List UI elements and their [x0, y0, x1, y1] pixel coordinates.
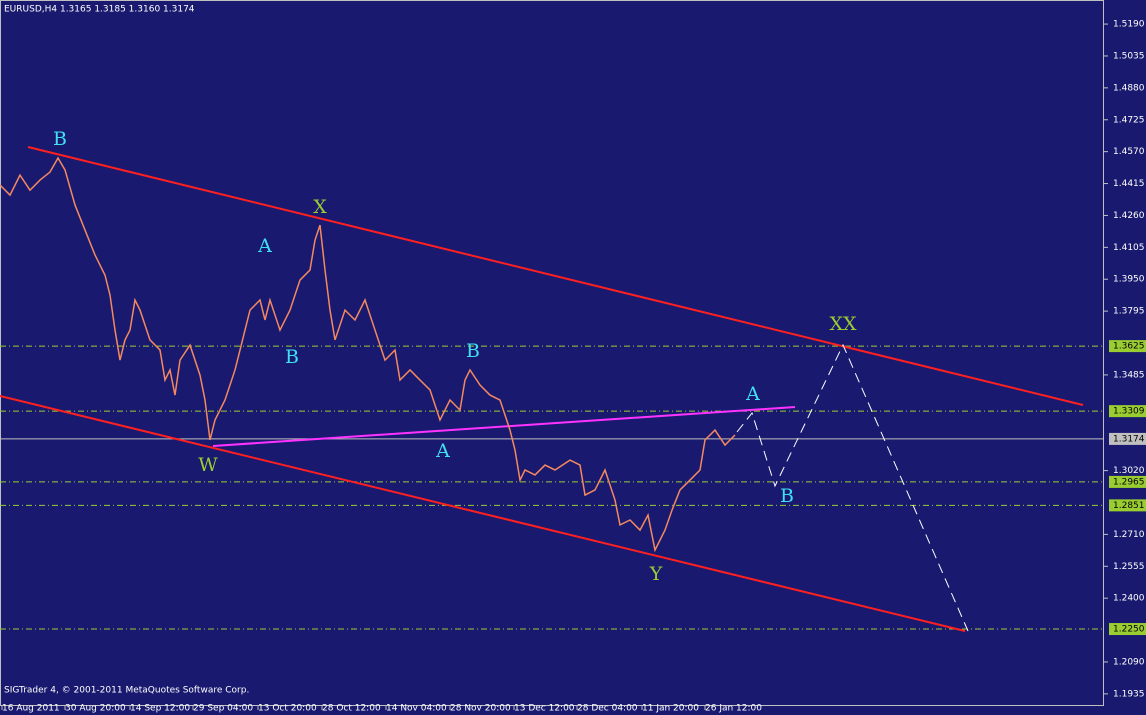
y-tick-label: 1.3795: [1113, 307, 1145, 317]
projection: [736, 343, 969, 632]
y-tick-label: 1.4260: [1113, 211, 1145, 221]
y-tick-label: 1.2710: [1113, 530, 1145, 540]
y-tick-label: 1.2555: [1113, 562, 1145, 572]
wave-label: B: [780, 485, 794, 507]
levels: [0, 345, 1104, 630]
wave-label: W: [198, 454, 218, 476]
footer: SIGTrader 4, © 2001-2011 MetaQuotes Soft…: [4, 686, 249, 696]
x-tick-label: 13 Oct 20:00: [258, 704, 317, 714]
wave-label: X: [313, 196, 327, 218]
level-tag: [1109, 340, 1146, 353]
trend-line: [212, 406, 796, 447]
wave-label: A: [435, 440, 450, 462]
y-tick-label: 1.1935: [1113, 689, 1145, 699]
x-tick-label: 26 Jan 12:00: [705, 704, 762, 714]
y-tick-label: 1.4725: [1113, 115, 1145, 125]
level-label: 1.2851: [1113, 501, 1145, 511]
wave-label: A: [257, 235, 272, 257]
x-tick-label: 16 Aug 2011: [2, 704, 60, 714]
y-tick-label: 1.4570: [1113, 147, 1145, 157]
level-label: 1.3309: [1113, 407, 1145, 417]
y-tick-label: 1.4880: [1113, 83, 1145, 93]
channel-upper: [27, 146, 1084, 406]
level-label: 1.2250: [1113, 625, 1145, 635]
y-tick-label: 1.2090: [1113, 657, 1145, 667]
level-tag: [1109, 475, 1146, 488]
x-tick-label: 30 Aug 20:00: [65, 704, 126, 714]
y-tick-label: 1.3020: [1113, 466, 1145, 476]
level-tag: [1109, 623, 1146, 636]
level-tag: [1109, 405, 1146, 418]
x-tick-label: 14 Nov 04:00: [386, 704, 447, 714]
wave-label: A: [745, 383, 760, 405]
wave-label: B: [466, 340, 480, 362]
price-line: [0, 156, 736, 553]
wave-label: XX: [829, 313, 857, 335]
x-tick-label: 13 Dec 12:00: [514, 704, 575, 714]
wave-label: Y: [649, 563, 663, 585]
wave-label: B: [53, 128, 67, 150]
y-tick-label: 1.2400: [1113, 594, 1145, 604]
header: EURUSD,H4 1.3165 1.3185 1.3160 1.3174: [4, 5, 195, 15]
level-label: 1.2965: [1113, 477, 1145, 487]
level-tag: [1109, 432, 1146, 445]
y-tick-label: 1.4415: [1113, 179, 1145, 189]
x-tick-label: 28 Dec 04:00: [577, 704, 638, 714]
y-tick-label: 1.4105: [1113, 243, 1145, 253]
level-tag: [1109, 499, 1146, 512]
x-tick-label: 28 Nov 20:00: [450, 704, 511, 714]
y-tick-label: 1.3485: [1113, 370, 1145, 380]
y-tick-label: 1.5190: [1113, 20, 1145, 30]
plot-frame: [0, 0, 1104, 706]
wave-label: B: [285, 346, 299, 368]
y-tick-label: 1.3950: [1113, 275, 1145, 285]
x-tick-label: 11 Jan 20:00: [642, 704, 699, 714]
y-tick-label: 1.5035: [1113, 51, 1145, 61]
x-tick-label: 28 Oct 12:00: [322, 704, 381, 714]
price-layer: [0, 156, 736, 553]
level-label: 1.3625: [1113, 342, 1145, 352]
x-tick-label: 29 Sep 04:00: [193, 704, 253, 714]
x-tick-label: 14 Sep 12:00: [130, 704, 190, 714]
channel-lower: [0, 395, 966, 632]
level-label: 1.3174: [1113, 434, 1145, 444]
